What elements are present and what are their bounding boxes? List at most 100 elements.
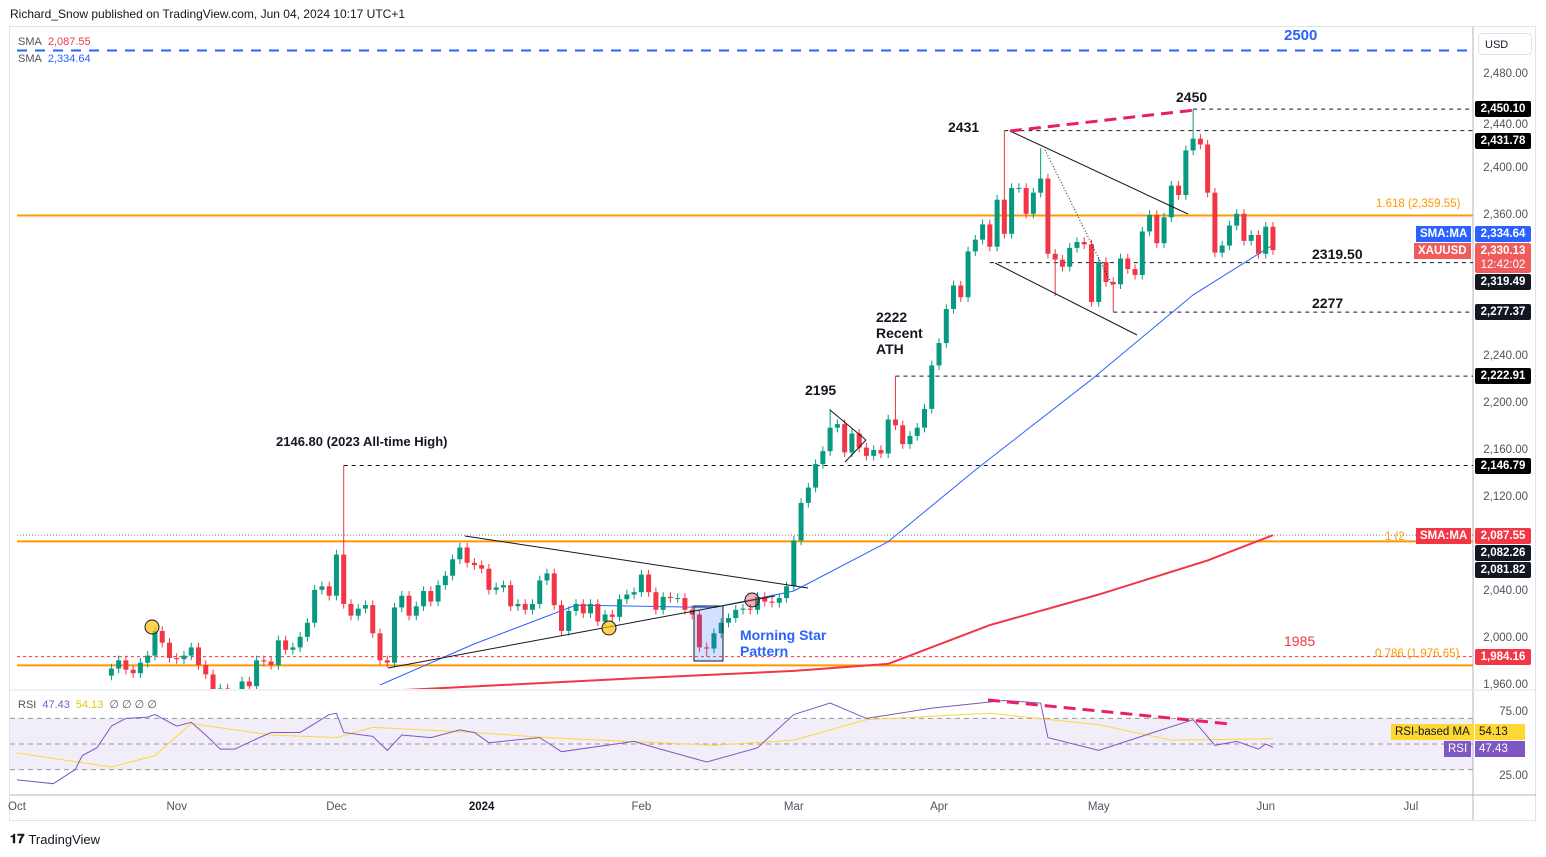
legend-label: RSI: [18, 699, 37, 711]
candle: [1190, 109, 1196, 156]
bearish-divergence-line[interactable]: [1009, 108, 1196, 133]
time-tick: Dec: [326, 801, 347, 813]
candle-body: [718, 622, 724, 634]
highlight-circle[interactable]: [144, 619, 160, 635]
price-level-tag: 2,081.82: [1475, 562, 1531, 578]
candle: [551, 568, 557, 610]
annotation-2195[interactable]: 2195: [805, 382, 837, 398]
candle: [762, 592, 768, 607]
candle: [108, 663, 114, 681]
candle-body: [1118, 258, 1124, 285]
annotation-2431[interactable]: 2431: [948, 119, 980, 135]
dotted-line[interactable]: [1044, 149, 1113, 286]
candle: [711, 628, 717, 654]
candle: [130, 665, 136, 678]
annotation-2023-ath[interactable]: 2146.80 (2023 All-time High): [276, 434, 448, 449]
wedge-lower-line[interactable]: [994, 262, 1138, 336]
fib-0786-label: 0.786 (1,976.65): [1375, 648, 1460, 660]
candle-body: [1110, 281, 1116, 285]
candle: [421, 586, 427, 611]
candle: [1045, 173, 1051, 259]
candle-body: [1219, 245, 1225, 253]
time-tick: Apr: [930, 801, 948, 813]
candle: [290, 642, 296, 655]
candle: [1176, 180, 1182, 200]
annotation-morning-star[interactable]: Morning Star: [740, 627, 827, 643]
candle: [166, 638, 172, 663]
candle: [174, 653, 180, 664]
candle-body: [1255, 234, 1261, 254]
time-tick: Jul: [1403, 801, 1419, 813]
candle-body: [529, 603, 535, 610]
highlight-circle[interactable]: [601, 620, 617, 636]
candle-body: [1096, 262, 1102, 302]
price-tick: 2,040.00: [1483, 585, 1528, 597]
candle-body: [1038, 178, 1044, 193]
candle-body: [1132, 269, 1138, 275]
candle: [573, 599, 579, 616]
candle: [566, 606, 572, 636]
candle-body: [333, 554, 339, 596]
annotation-pattern[interactable]: Pattern: [740, 643, 789, 659]
candle: [725, 613, 731, 628]
legend-value: 54.13: [75, 699, 104, 711]
candle: [609, 609, 615, 622]
candle: [907, 431, 913, 449]
pennant-lower-line[interactable]: [844, 439, 867, 463]
candle-body: [283, 640, 289, 650]
rsi-divergence-line[interactable]: [987, 698, 1231, 726]
candle: [450, 554, 456, 581]
candle-body: [863, 447, 869, 456]
highlight-circle[interactable]: [744, 592, 760, 608]
candle: [863, 442, 869, 461]
morning-star-box[interactable]: [693, 605, 724, 662]
currency-selector[interactable]: USD: [1478, 33, 1532, 55]
candle: [892, 376, 898, 431]
candle-body: [1030, 192, 1036, 214]
annotation-1985[interactable]: 1985: [1284, 633, 1316, 649]
annotation-2277[interactable]: 2277: [1312, 295, 1344, 311]
candle: [689, 605, 695, 620]
candle-body: [849, 433, 855, 453]
triangle-lower-line[interactable]: [387, 595, 776, 669]
candle: [181, 650, 187, 664]
annotation-ath[interactable]: ATH: [876, 341, 904, 357]
candle-body: [1103, 262, 1109, 282]
candle-body: [348, 603, 354, 616]
price-tick: 2,440.00: [1483, 119, 1528, 132]
bar-countdown: 12:42:02: [1480, 259, 1526, 271]
candle-body: [559, 605, 564, 631]
wedge-upper-line[interactable]: [1009, 130, 1189, 215]
annotation-recent[interactable]: Recent: [876, 325, 923, 341]
candle-body: [987, 224, 993, 247]
annotation-2450[interactable]: 2450: [1176, 89, 1208, 105]
pennant-upper-line[interactable]: [829, 409, 867, 441]
candle-body: [871, 450, 877, 456]
candle-body: [725, 618, 731, 623]
candle-body: [145, 655, 151, 663]
annotation-2500[interactable]: 2500: [1284, 27, 1318, 44]
candle: [1038, 148, 1044, 198]
annotation-2319[interactable]: 2319.50: [1312, 246, 1363, 262]
candle: [457, 542, 463, 564]
triangle-upper-line[interactable]: [464, 535, 809, 589]
candle: [1263, 222, 1269, 259]
candle-body: [922, 408, 927, 428]
candle-body: [1176, 185, 1182, 196]
legend-sma200: SMA 2,087.55: [18, 36, 91, 48]
candle: [769, 596, 775, 608]
publisher-line: Richard_Snow published on TradingView.co…: [10, 7, 406, 21]
candle: [232, 697, 237, 713]
tradingview-logo[interactable]: 𝟏𝟕 TradingView: [10, 831, 100, 847]
candle-body: [203, 665, 209, 675]
candle: [631, 587, 637, 600]
annotation-2222[interactable]: 2222: [876, 309, 908, 325]
candle-body: [595, 603, 601, 622]
candle: [159, 626, 165, 648]
candle-body: [174, 657, 180, 660]
candle-body: [617, 599, 623, 617]
candles: [108, 109, 1276, 713]
price-level-tag: 2,222.91: [1475, 368, 1531, 385]
candle-body: [1067, 247, 1073, 267]
